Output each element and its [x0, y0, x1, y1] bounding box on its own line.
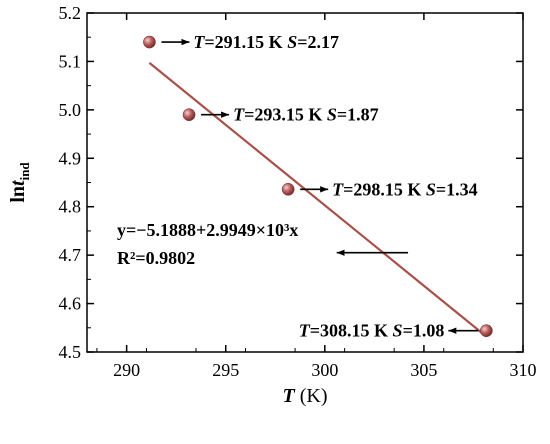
x-tick-label: 295 — [212, 360, 239, 380]
x-tick-label: 310 — [510, 360, 537, 380]
y-tick-label: 4.9 — [59, 148, 82, 168]
x-tick-label: 290 — [113, 360, 140, 380]
y-tick-label: 5.0 — [59, 100, 82, 120]
data-point — [281, 182, 295, 196]
y-tick-label: 4.5 — [59, 342, 82, 362]
y-axis-title: lntind — [7, 162, 32, 203]
y-tick-label: 4.7 — [59, 245, 82, 265]
data-point — [182, 108, 196, 121]
axes: 290 295 300 305 310 4.5 4.6 4.7 4.8 4.9 5.0 5.1 5.2 T… — [7, 3, 537, 407]
point-label: T=308.15 K S=1.08 — [299, 321, 445, 341]
fit-line-group — [148, 62, 488, 338]
data-point — [143, 35, 156, 49]
point-label: T=291.15 K S=2.17 — [193, 32, 339, 52]
fit-line — [148, 62, 488, 338]
x-tick-label: 300 — [311, 360, 338, 380]
fit-r2: R²=0.9802 — [117, 248, 195, 268]
y-tick-label: 4.6 — [59, 294, 82, 314]
y-tick-label: 4.8 — [59, 197, 82, 217]
fit-equation: y=−5.1888+2.9949×10³x — [117, 220, 298, 240]
annotations: T=291.15 K S=2.17 T=293.15 K S=1.87 T=298.… — [117, 32, 479, 341]
x-axis-title: T (K) — [283, 385, 328, 407]
point-label: T=293.15 K S=1.87 — [233, 105, 379, 125]
data-point — [480, 324, 493, 337]
point-label: T=298.15 K S=1.34 — [332, 179, 478, 199]
y-tick-label: 5.2 — [59, 3, 82, 23]
data-points — [143, 35, 493, 337]
y-tick-label: 5.1 — [59, 51, 82, 71]
x-tick-label: 305 — [410, 360, 437, 380]
